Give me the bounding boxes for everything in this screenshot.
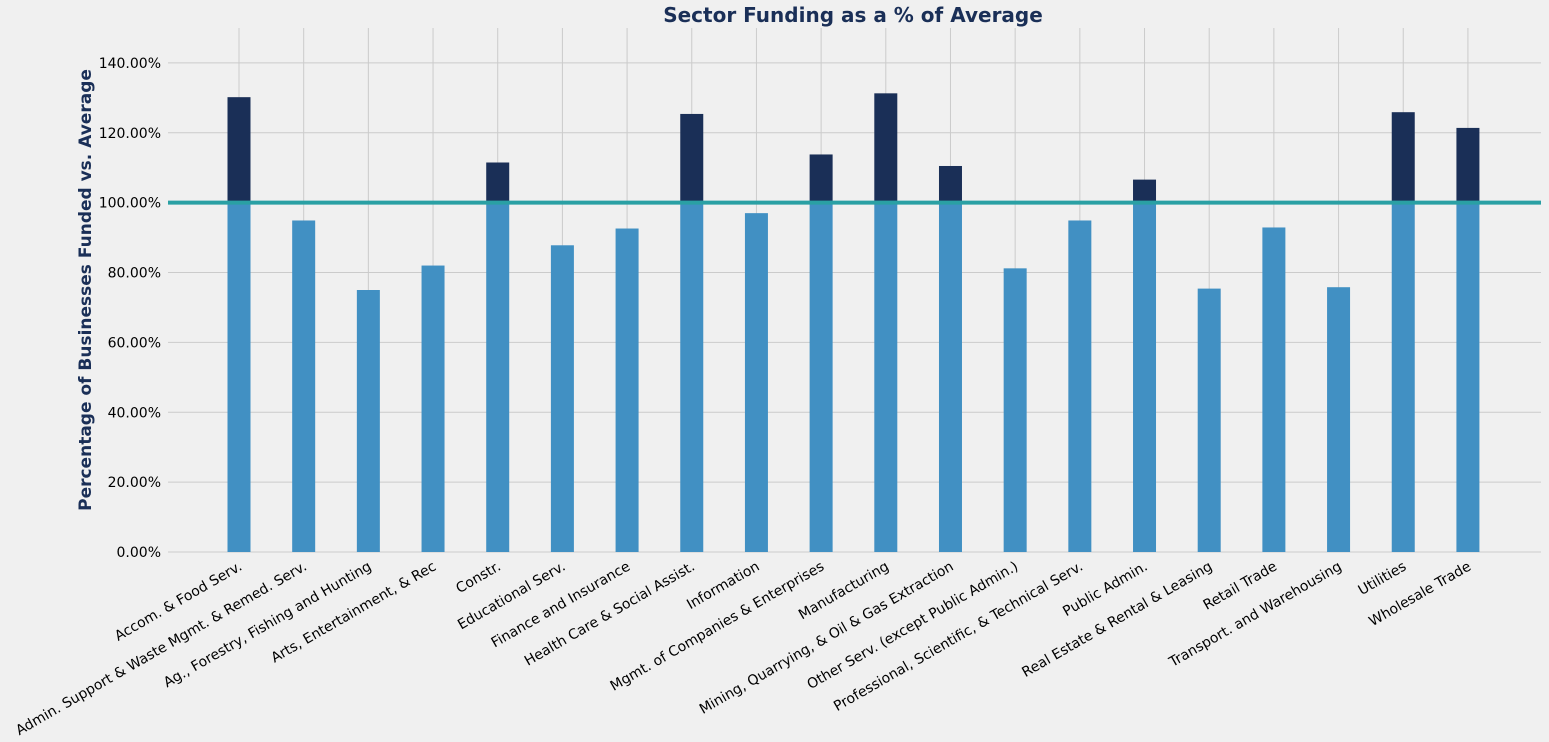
y-tick-label: 0.00% bbox=[117, 545, 161, 561]
bar-above-average bbox=[874, 93, 898, 203]
x-tick-labels: Accom. & Food Serv.Admin. Support & Wast… bbox=[13, 559, 1474, 739]
y-tick-label: 40.00% bbox=[108, 405, 161, 421]
bar-above-average bbox=[1133, 179, 1157, 203]
bar bbox=[1068, 220, 1092, 552]
bar bbox=[1133, 202, 1157, 552]
bar-above-average bbox=[1456, 127, 1480, 203]
bar bbox=[1391, 202, 1415, 552]
bar bbox=[1327, 287, 1351, 552]
bar bbox=[1456, 202, 1480, 552]
bar-above-average bbox=[809, 154, 833, 203]
bar bbox=[292, 220, 316, 552]
y-tick-label: 140.00% bbox=[99, 56, 161, 72]
bars bbox=[227, 93, 1480, 552]
x-tick-label: Utilities bbox=[1356, 559, 1410, 599]
bar bbox=[938, 202, 962, 552]
bar bbox=[615, 228, 639, 552]
y-tick-label: 20.00% bbox=[108, 475, 161, 491]
bar bbox=[1262, 227, 1286, 552]
bar bbox=[1197, 288, 1221, 552]
bar bbox=[486, 202, 510, 552]
y-tick-label: 80.00% bbox=[108, 266, 161, 282]
x-tick-label: Educational Serv. bbox=[455, 559, 568, 634]
bar bbox=[874, 202, 898, 552]
bar bbox=[1003, 268, 1027, 552]
bar bbox=[680, 202, 704, 552]
bar bbox=[550, 245, 574, 552]
bar-above-average bbox=[227, 97, 251, 203]
x-tick-label: Constr. bbox=[453, 559, 503, 597]
bar-above-average bbox=[938, 165, 962, 203]
bar bbox=[227, 202, 251, 552]
chart-title: Sector Funding as a % of Average bbox=[663, 3, 1043, 27]
y-tick-label: 100.00% bbox=[99, 196, 161, 212]
y-tick-label: 120.00% bbox=[99, 126, 161, 142]
y-tick-label: 60.00% bbox=[108, 335, 161, 351]
bar-above-average bbox=[1391, 112, 1415, 203]
bar bbox=[744, 213, 768, 552]
bar bbox=[421, 265, 445, 552]
bar-above-average bbox=[680, 113, 704, 203]
y-tick-labels: 0.00% 20.00% 40.00% 60.00% 80.00% 100.00% 120.… bbox=[99, 56, 161, 561]
y-axis-label: Percentage of Businesses Funded vs. Aver… bbox=[76, 69, 96, 511]
bar bbox=[809, 202, 833, 552]
bar-above-average bbox=[486, 162, 510, 203]
bar bbox=[356, 290, 380, 552]
x-tick-label: Admin. Support & Waste Mgmt. & Remed. Se… bbox=[13, 559, 309, 739]
